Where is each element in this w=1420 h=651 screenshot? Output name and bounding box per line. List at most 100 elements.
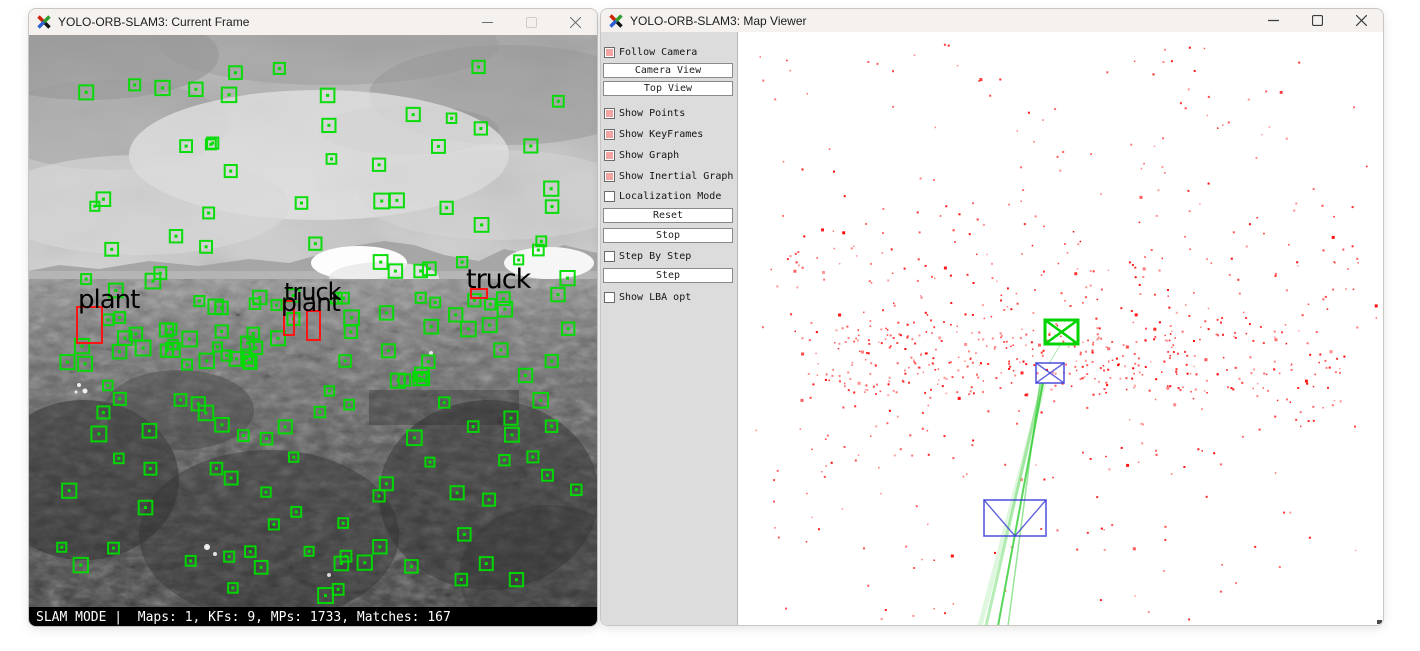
checkbox-indicator[interactable] bbox=[604, 170, 615, 182]
close-button[interactable] bbox=[1339, 9, 1383, 32]
map-point bbox=[994, 346, 997, 348]
map-point bbox=[892, 105, 895, 108]
orb-keypoint bbox=[294, 510, 298, 514]
checkbox-step-by-step[interactable]: Step By Step bbox=[604, 249, 691, 263]
map-point bbox=[1301, 314, 1304, 317]
orb-feature-box bbox=[179, 139, 193, 153]
orb-keypoint bbox=[501, 297, 505, 301]
map-point bbox=[1014, 374, 1017, 377]
map-point bbox=[1333, 215, 1335, 218]
checkbox-follow-camera[interactable]: Follow Camera bbox=[604, 45, 697, 59]
button-camera-view[interactable]: Camera View bbox=[603, 63, 733, 78]
map-point bbox=[1175, 311, 1178, 314]
map-point bbox=[1179, 102, 1182, 105]
map-point bbox=[1289, 511, 1292, 514]
map-point bbox=[785, 607, 788, 610]
checkbox-indicator[interactable] bbox=[604, 190, 615, 202]
map-point bbox=[790, 313, 793, 316]
checkbox-indicator[interactable] bbox=[604, 250, 615, 262]
map-point bbox=[841, 508, 844, 510]
titlebar-map-viewer[interactable]: YOLO-ORB-SLAM3: Map Viewer bbox=[601, 9, 1383, 32]
button-reset[interactable]: Reset bbox=[603, 208, 733, 223]
orb-feature-box bbox=[473, 217, 490, 233]
map-point bbox=[1134, 313, 1138, 317]
map-point bbox=[869, 373, 872, 376]
map-point bbox=[969, 357, 972, 360]
orb-keypoint bbox=[264, 490, 268, 494]
map-point bbox=[1255, 156, 1258, 159]
map-point bbox=[1256, 395, 1259, 398]
map-point bbox=[903, 267, 906, 270]
map-point bbox=[1227, 121, 1230, 124]
map-point bbox=[806, 492, 808, 495]
checkbox-indicator[interactable] bbox=[604, 128, 615, 140]
map-point bbox=[971, 444, 974, 447]
checkbox-indicator[interactable] bbox=[604, 291, 615, 303]
map-point bbox=[762, 79, 765, 82]
map-point bbox=[891, 272, 894, 274]
button-step[interactable]: Step bbox=[603, 268, 733, 283]
map-point bbox=[917, 373, 919, 375]
minimize-button[interactable] bbox=[1251, 9, 1295, 32]
orb-keypoint bbox=[384, 482, 388, 486]
map-point bbox=[1181, 330, 1184, 333]
map-point bbox=[847, 389, 850, 392]
orb-keypoint bbox=[307, 549, 311, 553]
map-point bbox=[1247, 98, 1250, 101]
checkbox-localization-mode[interactable]: Localization Mode bbox=[604, 189, 721, 203]
checkbox-indicator[interactable] bbox=[604, 46, 615, 58]
orb-feature-box bbox=[303, 545, 315, 557]
button-top-view[interactable]: Top View bbox=[603, 81, 733, 96]
map-point bbox=[1072, 231, 1075, 233]
close-button[interactable] bbox=[553, 9, 597, 35]
checkbox-show-lba-opt[interactable]: Show LBA opt bbox=[604, 290, 691, 304]
orb-feature-box bbox=[541, 468, 554, 482]
checkbox-indicator[interactable] bbox=[604, 149, 615, 161]
orb-feature-box bbox=[90, 425, 108, 443]
maximize-button[interactable] bbox=[1295, 9, 1339, 32]
map-point bbox=[1012, 370, 1015, 372]
map-point bbox=[878, 341, 880, 344]
checkbox-indicator[interactable] bbox=[604, 107, 615, 119]
orb-keypoint bbox=[529, 144, 533, 148]
button-stop[interactable]: Stop bbox=[603, 228, 733, 243]
map-point bbox=[921, 558, 923, 561]
map-viewport[interactable] bbox=[738, 32, 1383, 625]
map-point bbox=[1163, 570, 1165, 572]
orb-keypoint bbox=[235, 357, 238, 361]
map-point bbox=[1322, 298, 1325, 301]
orb-feature-box bbox=[220, 86, 238, 104]
checkbox-show-inertial-graph[interactable]: Show Inertial Graph bbox=[604, 169, 733, 183]
checkbox-show-graph[interactable]: Show Graph bbox=[604, 148, 679, 162]
map-point bbox=[864, 391, 866, 393]
map-point bbox=[1085, 286, 1088, 289]
map-point bbox=[1339, 400, 1342, 403]
orb-keypoint bbox=[503, 307, 507, 311]
map-point bbox=[1098, 380, 1100, 383]
minimize-button[interactable] bbox=[465, 9, 509, 35]
map-point bbox=[899, 334, 902, 337]
checkbox-show-points[interactable]: Show Points bbox=[604, 106, 685, 120]
checkbox-show-keyframes[interactable]: Show KeyFrames bbox=[604, 127, 703, 141]
orb-feature-box bbox=[559, 270, 576, 287]
orb-keypoint bbox=[214, 305, 218, 309]
checkbox-label: Show KeyFrames bbox=[619, 128, 704, 140]
map-point bbox=[952, 603, 955, 605]
map-point bbox=[972, 282, 975, 284]
orb-keypoint bbox=[488, 302, 492, 306]
titlebar-current-frame[interactable]: YOLO-ORB-SLAM3: Current Frame bbox=[29, 9, 597, 35]
map-point bbox=[1252, 387, 1254, 390]
orb-keypoint bbox=[363, 561, 367, 565]
map-point bbox=[822, 271, 825, 274]
map-point bbox=[906, 323, 909, 326]
map-point bbox=[1188, 618, 1191, 621]
map-point bbox=[826, 434, 829, 437]
map-point bbox=[1040, 528, 1043, 530]
orb-feature-box bbox=[272, 61, 286, 75]
resize-grip[interactable] bbox=[1377, 620, 1382, 624]
map-point bbox=[876, 383, 878, 386]
orb-keypoint bbox=[118, 350, 122, 354]
map-point bbox=[1298, 330, 1300, 332]
map-point bbox=[1053, 400, 1056, 403]
maximize-button[interactable] bbox=[509, 9, 553, 35]
